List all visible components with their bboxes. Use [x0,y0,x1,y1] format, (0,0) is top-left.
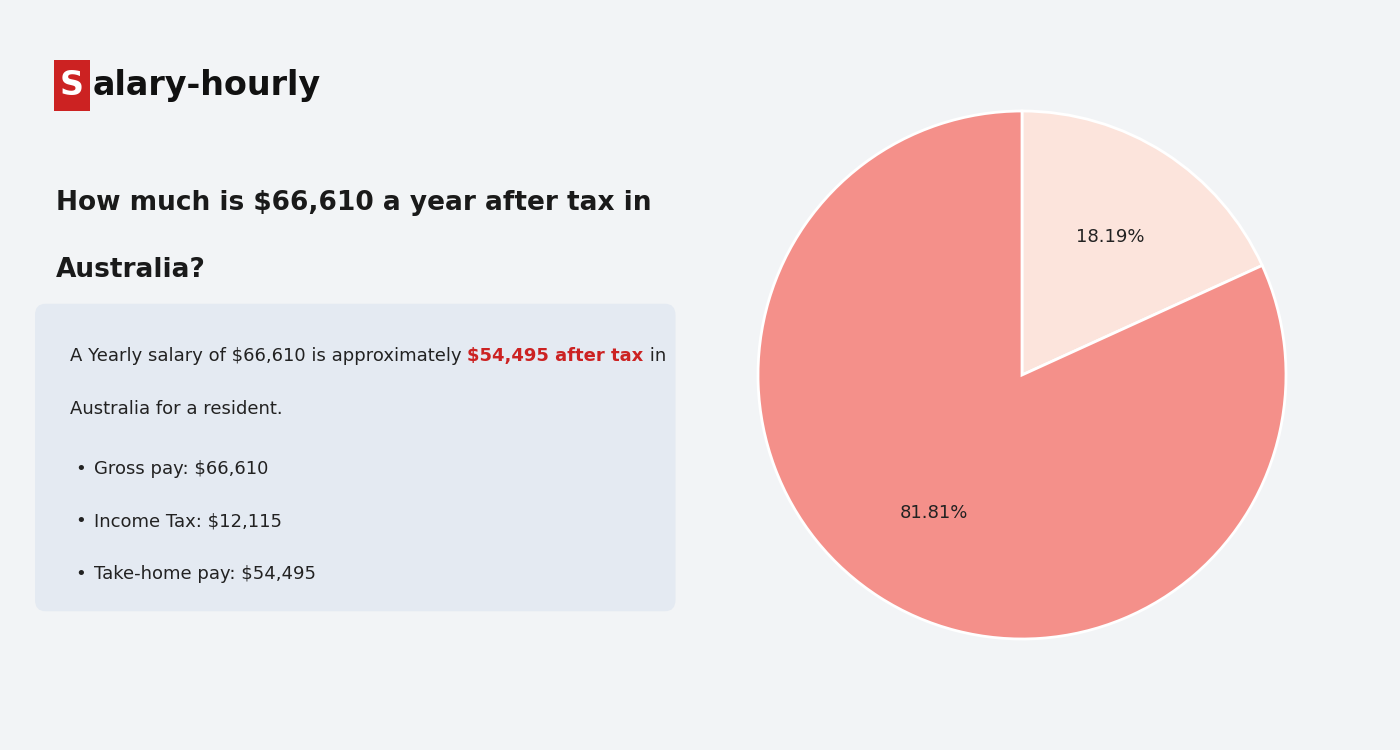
Text: $54,495 after tax: $54,495 after tax [468,347,644,365]
Text: •: • [76,460,85,478]
Text: S: S [59,69,84,102]
Text: Australia?: Australia? [56,257,206,283]
FancyBboxPatch shape [35,304,675,611]
Text: Income Tax: $12,115: Income Tax: $12,115 [95,512,283,530]
Text: 81.81%: 81.81% [899,504,967,522]
Text: Take-home pay: $54,495: Take-home pay: $54,495 [95,565,316,583]
Wedge shape [1022,111,1263,375]
Text: •: • [76,512,85,530]
Text: Gross pay: $66,610: Gross pay: $66,610 [95,460,269,478]
Text: alary-hourly: alary-hourly [92,69,321,102]
Text: •: • [76,565,85,583]
FancyBboxPatch shape [53,60,90,111]
Text: Australia for a resident.: Australia for a resident. [70,400,283,418]
Wedge shape [757,111,1287,639]
Text: How much is $66,610 a year after tax in: How much is $66,610 a year after tax in [56,190,651,215]
Text: in: in [644,347,666,365]
Text: A Yearly salary of $66,610 is approximately: A Yearly salary of $66,610 is approximat… [70,347,468,365]
Text: 18.19%: 18.19% [1077,228,1145,246]
